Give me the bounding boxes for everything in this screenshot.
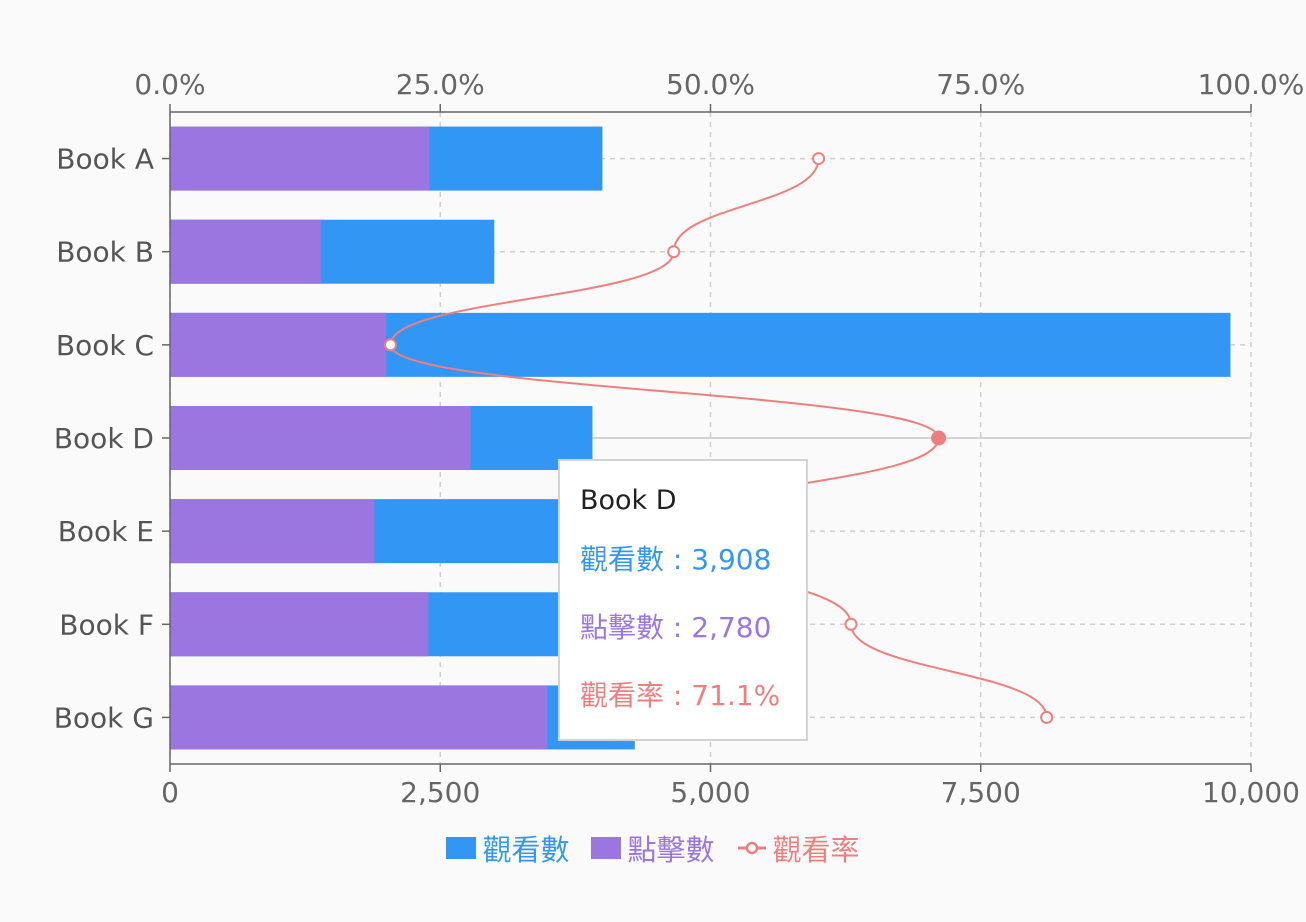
tooltip-value-rate: 71.1% <box>691 679 781 712</box>
legend-item-views[interactable]: 觀看數 <box>446 827 569 869</box>
rate-point[interactable] <box>844 617 858 631</box>
tooltip-value-views: 3,908 <box>691 543 772 576</box>
bar-clicks[interactable] <box>170 406 471 470</box>
tooltip-title: Book D <box>580 485 677 516</box>
bar-clicks[interactable] <box>170 219 322 284</box>
tooltip-label-views: 觀看數 <box>580 543 665 576</box>
bottom-tick-label: 0 <box>161 776 179 809</box>
legend-item-rate[interactable]: 觀看率 <box>737 827 860 869</box>
legend-label-rate: 觀看率 <box>772 833 860 867</box>
legend: 觀看數 點擊數 觀看率 <box>0 828 1306 868</box>
category-label: Book E <box>58 515 154 548</box>
rate-line <box>389 158 1048 718</box>
category-label: Book G <box>54 701 154 734</box>
bottom-tick-label: 2,500 <box>400 776 480 809</box>
category-label: Book A <box>56 143 154 176</box>
legend-item-clicks[interactable]: 點擊數 <box>591 827 715 869</box>
bottom-tick-label: 10,000 <box>1202 776 1300 809</box>
legend-swatch-clicks <box>591 837 622 859</box>
top-tick-label: 25.0% <box>396 68 485 101</box>
tooltip-row-rate: 觀看率 : 71.1% <box>580 679 781 712</box>
legend-swatch-views <box>446 837 477 859</box>
category-label: Book F <box>59 608 154 641</box>
rate-point[interactable] <box>667 245 681 259</box>
bottom-tick-label: 5,000 <box>670 776 750 809</box>
top-tick-label: 100.0% <box>1198 68 1305 101</box>
legend-line-marker-icon <box>737 841 766 855</box>
top-tick-label: 0.0% <box>134 68 205 101</box>
tooltip-value-clicks: 2,780 <box>691 611 772 644</box>
tooltip-row-clicks: 點擊數 : 2,780 <box>580 611 772 644</box>
category-label: Book B <box>56 236 154 269</box>
legend-label-views: 觀看數 <box>482 833 570 867</box>
tooltip-label-rate: 觀看率 <box>580 679 665 712</box>
rate-point[interactable] <box>812 152 826 166</box>
rate-point[interactable] <box>384 338 398 352</box>
legend-label-clicks: 點擊數 <box>627 833 715 867</box>
bar-clicks[interactable] <box>170 126 430 191</box>
tooltip-row-views: 觀看數 : 3,908 <box>580 543 772 576</box>
rate-point[interactable] <box>1040 710 1054 724</box>
bar-clicks[interactable] <box>170 685 548 750</box>
bar-clicks[interactable] <box>170 499 375 564</box>
category-label: Book C <box>56 329 154 362</box>
tooltip: Book D 觀看數 : 3,908 點擊數 : 2,780 觀看率 : 71.… <box>558 459 808 741</box>
bar-clicks[interactable] <box>170 312 387 377</box>
tooltip-label-clicks: 點擊數 <box>580 611 665 644</box>
top-tick-label: 50.0% <box>666 68 755 101</box>
rate-point[interactable] <box>931 430 947 446</box>
top-tick-label: 75.0% <box>936 68 1025 101</box>
bar-clicks[interactable] <box>170 592 429 657</box>
bottom-tick-label: 7,500 <box>941 776 1021 809</box>
category-label: Book D <box>54 422 154 455</box>
